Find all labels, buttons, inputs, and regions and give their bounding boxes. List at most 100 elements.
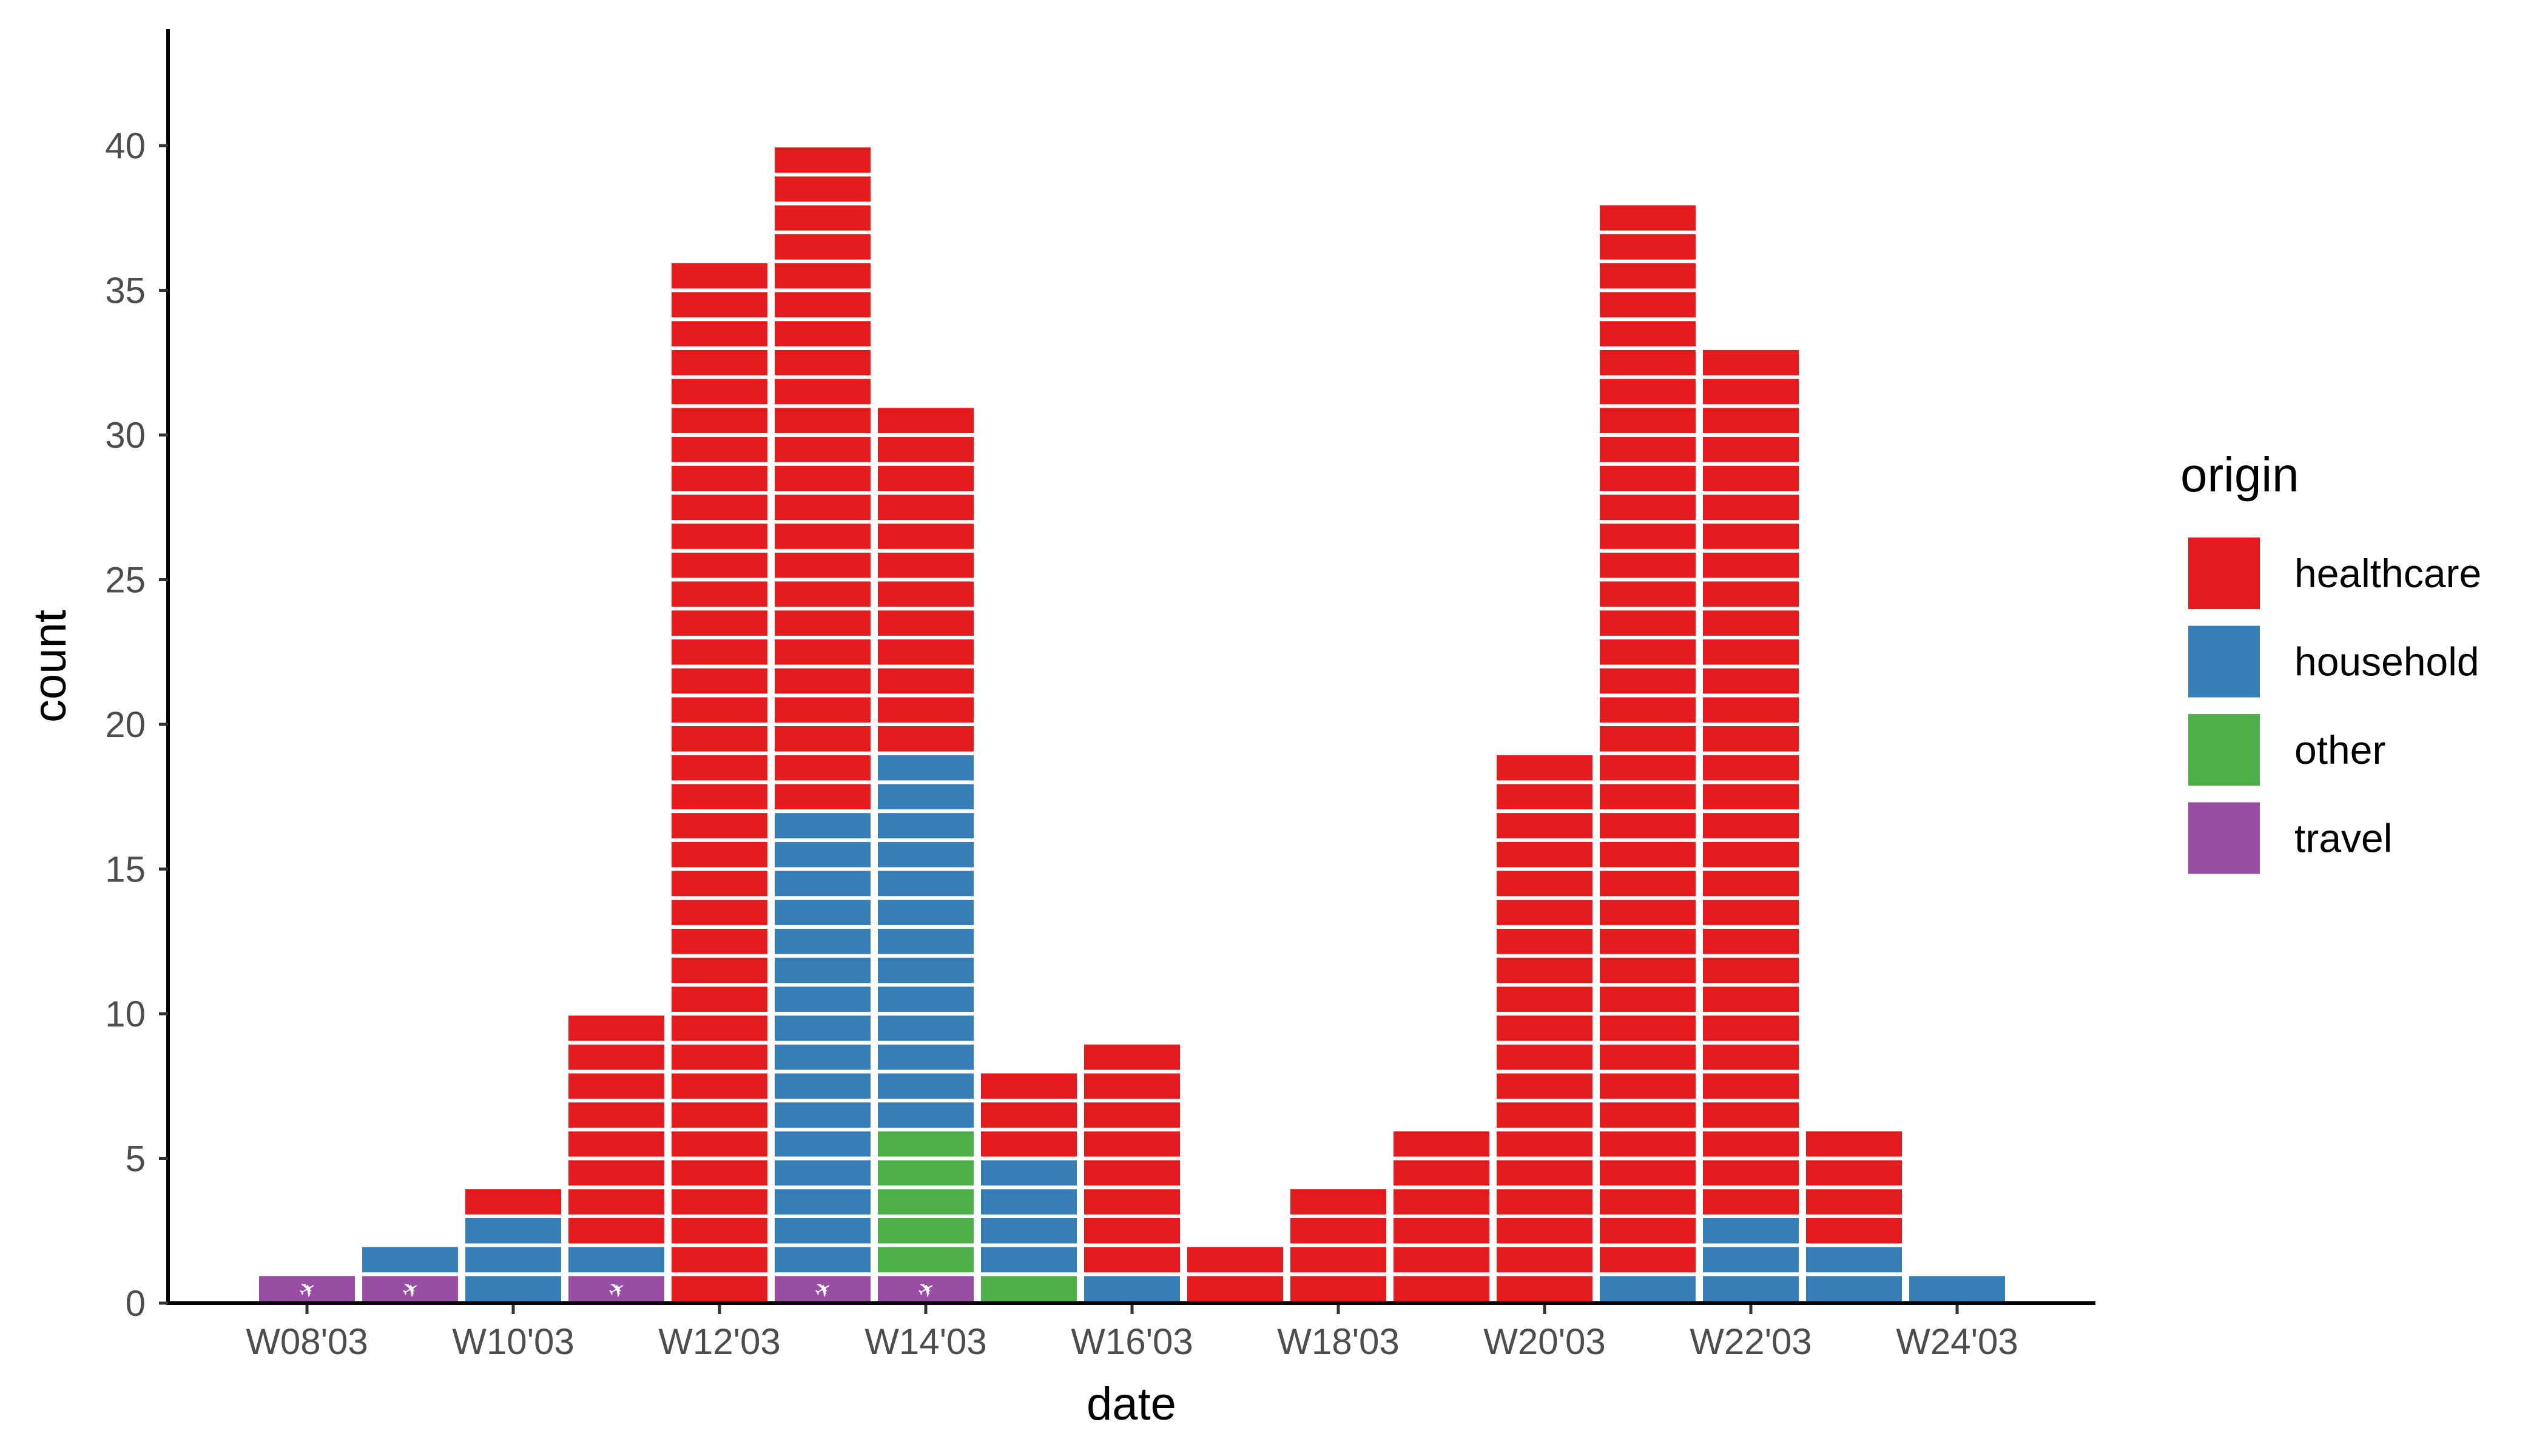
case-cell-healthcare: [668, 1070, 771, 1103]
case-cell-healthcare: [1596, 983, 1699, 1016]
case-cell-healthcare: [1699, 751, 1802, 784]
case-cell-healthcare: [1080, 1040, 1184, 1074]
case-cell-healthcare: [874, 635, 977, 669]
case-cell-healthcare: [1493, 983, 1596, 1016]
case-cell-healthcare: [1699, 867, 1802, 900]
case-cell-healthcare: [1493, 896, 1596, 929]
case-cell-healthcare: [1699, 925, 1802, 958]
case-cell-healthcare: [1596, 1243, 1699, 1276]
case-cell-healthcare: [1596, 607, 1699, 639]
case-cell-healthcare: [1699, 809, 1802, 842]
case-cell-healthcare: [668, 433, 771, 466]
y-tick-label: 5: [126, 1139, 146, 1179]
x-tick-label: W22'03: [1690, 1321, 1812, 1362]
case-cell-household: [771, 1156, 874, 1190]
case-cell-healthcare: [1596, 1214, 1699, 1247]
case-cell-healthcare: [771, 607, 874, 639]
case-cell-healthcare: [1493, 809, 1596, 842]
case-cell-household: [771, 1040, 874, 1074]
case-cell-healthcare: [874, 433, 977, 466]
case-cell-healthcare: [1699, 491, 1802, 524]
case-cell-household: [874, 983, 977, 1016]
case-cell-healthcare: [1390, 1214, 1493, 1247]
case-cell-healthcare: [668, 1243, 771, 1276]
case-cell-healthcare: [668, 578, 771, 611]
case-cell-healthcare: [1699, 1040, 1802, 1074]
legend-label-travel: travel: [2294, 816, 2392, 861]
bars-layer: ✈ ✈ ✈ ✈ ✈: [255, 144, 2009, 1306]
case-cell-healthcare: [874, 578, 977, 611]
case-cell-healthcare: [1493, 780, 1596, 814]
y-tick-label: 10: [105, 994, 146, 1034]
case-cell-healthcare: [771, 317, 874, 350]
case-cell-healthcare: [1596, 1040, 1699, 1074]
case-cell-healthcare: [668, 925, 771, 958]
case-cell-healthcare: [668, 462, 771, 495]
case-cell-healthcare: [1080, 1099, 1184, 1131]
legend-key-travel: [2188, 802, 2260, 874]
case-cell-household: [874, 838, 977, 871]
x-axis-title: date: [1087, 1378, 1176, 1430]
case-cell-household: [1596, 1272, 1699, 1306]
case-cell-healthcare: [668, 491, 771, 524]
case-cell-healthcare: [668, 1214, 771, 1247]
case-cell-healthcare: [1596, 317, 1699, 350]
case-cell-healthcare: [668, 1156, 771, 1190]
case-cell-healthcare: [1596, 896, 1699, 929]
x-tick-label: W14'03: [864, 1321, 987, 1362]
case-cell-healthcare: [1596, 867, 1699, 900]
case-cell-healthcare: [1699, 1127, 1802, 1161]
case-cell-healthcare: [1184, 1243, 1287, 1276]
case-cell-healthcare: [1699, 1099, 1802, 1131]
case-cell-healthcare: [874, 462, 977, 495]
case-cell-healthcare: [668, 1185, 771, 1218]
case-cell-healthcare: [1802, 1127, 1906, 1161]
case-cell-healthcare: [1596, 664, 1699, 698]
case-cell-healthcare: [1596, 375, 1699, 408]
case-cell-healthcare: [1080, 1214, 1184, 1247]
case-cell-healthcare: [874, 664, 977, 698]
case-cell-healthcare: [668, 1127, 771, 1161]
case-cell-healthcare: [565, 1099, 668, 1131]
x-tick-label: W18'03: [1277, 1321, 1400, 1362]
case-cell-healthcare: [1596, 1185, 1699, 1218]
case-cell-household: [874, 954, 977, 987]
case-cell-household: [771, 954, 874, 987]
legend-key-household: [2188, 625, 2260, 698]
y-tick-label: 20: [105, 704, 146, 745]
case-cell-healthcare: [1287, 1185, 1390, 1218]
legend-label-healthcare: healthcare: [2294, 551, 2481, 596]
case-cell-household: [771, 1214, 874, 1247]
case-cell-travel: [565, 1272, 668, 1306]
case-cell-healthcare: [1699, 462, 1802, 495]
case-cell-healthcare: [1596, 491, 1699, 524]
case-cell-healthcare: [1699, 1012, 1802, 1045]
case-cell-healthcare: [1596, 433, 1699, 466]
case-cell-household: [462, 1214, 565, 1247]
x-ticks: W08'03 W10'03 W12'03 W14'03 W16'03 W18'03 W20'…: [246, 1305, 2018, 1362]
case-cell-other: [874, 1185, 977, 1218]
case-cell-household: [977, 1214, 1080, 1247]
case-cell-healthcare: [668, 1272, 771, 1306]
case-cell-healthcare: [668, 1040, 771, 1074]
case-cell-healthcare: [771, 693, 874, 727]
case-cell-healthcare: [1596, 1012, 1699, 1045]
case-cell-household: [874, 1040, 977, 1074]
case-cell-household: [977, 1156, 1080, 1190]
case-cell-household: [771, 925, 874, 958]
case-cell-household: [462, 1243, 565, 1276]
case-cell-household: [1906, 1272, 2009, 1306]
case-cell-healthcare: [668, 548, 771, 582]
case-cell-healthcare: [668, 693, 771, 727]
case-cell-household: [874, 751, 977, 784]
legend: origin healthcare household other travel: [2180, 448, 2481, 874]
case-cell-healthcare: [668, 838, 771, 871]
case-cell-healthcare: [1287, 1243, 1390, 1276]
case-cell-healthcare: [1699, 375, 1802, 408]
case-cell-healthcare: [874, 607, 977, 639]
case-cell-healthcare: [874, 404, 977, 437]
case-cell-household: [874, 867, 977, 900]
case-cell-household: [874, 1099, 977, 1131]
case-cell-healthcare: [1493, 838, 1596, 871]
case-cell-healthcare: [771, 346, 874, 379]
